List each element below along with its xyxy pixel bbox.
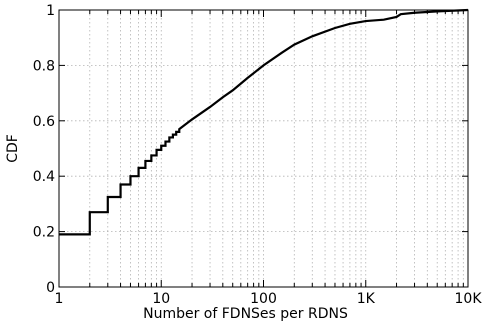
x-tick-label: 100	[250, 291, 277, 307]
plot-frame	[58, 9, 469, 288]
y-tick-label: 0.6	[33, 114, 55, 130]
y-tick-label: 0	[46, 280, 55, 296]
x-tick-label: 10	[152, 291, 170, 307]
x-tick-label: 1K	[357, 291, 376, 307]
x-tick-label: 1	[55, 291, 64, 307]
y-axis-label: CDF	[5, 134, 21, 163]
y-tick-label: 1	[46, 3, 55, 19]
y-tick-label: 0.8	[33, 58, 55, 74]
x-tick-labels: 1 10 100 1K 10K	[55, 291, 482, 307]
grid	[59, 10, 468, 287]
x-axis-label: Number of FDNSes per RDNS	[143, 306, 348, 322]
y-tick-labels: 0 0.2 0.4 0.6 0.8 1	[33, 3, 55, 296]
y-tick-label: 0.4	[33, 169, 55, 185]
cdf-line	[59, 8, 469, 236]
x-tick-label: 10K	[455, 291, 482, 307]
series-group	[59, 8, 469, 236]
y-tick-label: 0.2	[33, 225, 55, 241]
axis-ticks	[59, 9, 468, 288]
